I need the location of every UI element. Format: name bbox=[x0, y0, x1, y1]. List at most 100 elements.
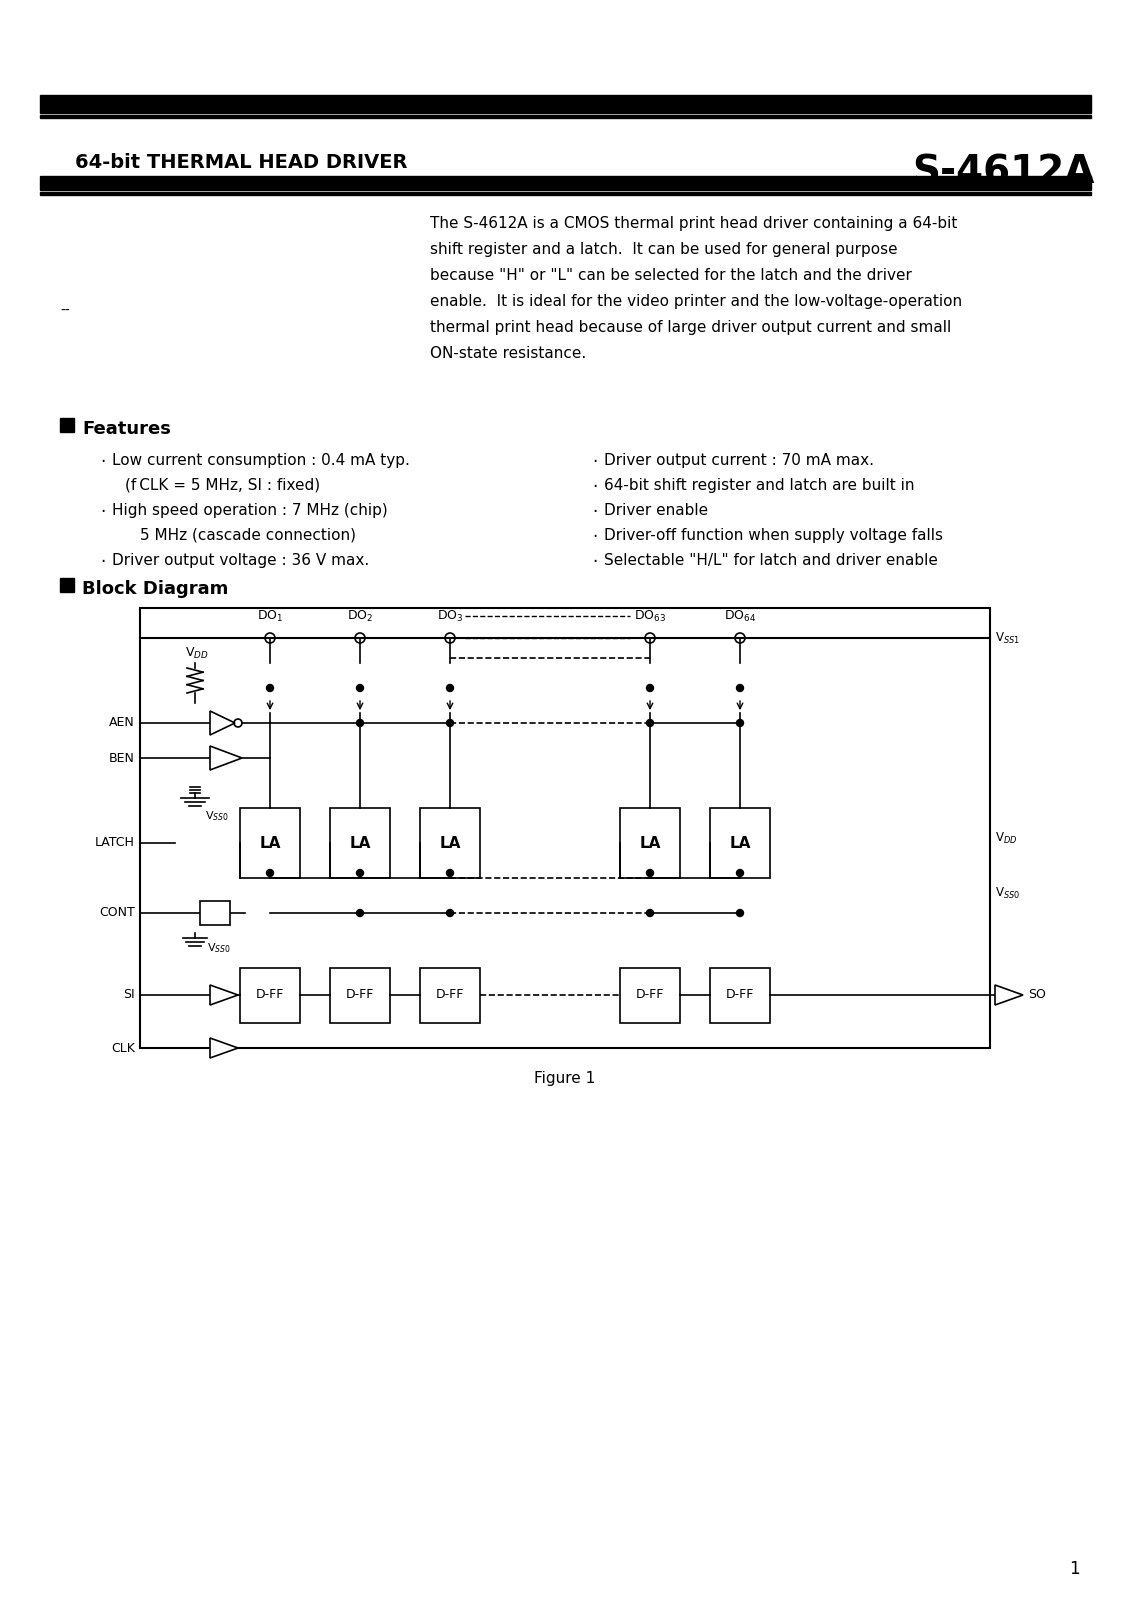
Bar bbox=[710, 808, 770, 878]
Text: V$_{SS1}$: V$_{SS1}$ bbox=[995, 630, 1020, 645]
Circle shape bbox=[736, 720, 743, 726]
Bar bbox=[140, 608, 990, 1048]
Text: Driver-off function when supply voltage falls: Driver-off function when supply voltage … bbox=[604, 528, 943, 542]
Text: ·: · bbox=[100, 502, 105, 522]
Text: LA: LA bbox=[349, 835, 371, 851]
Bar bbox=[330, 968, 390, 1022]
Text: D-FF: D-FF bbox=[636, 989, 664, 1002]
Text: ·: · bbox=[592, 478, 597, 496]
Text: shift register and a latch.  It can be used for general purpose: shift register and a latch. It can be us… bbox=[430, 242, 898, 258]
Polygon shape bbox=[210, 1038, 238, 1058]
Text: DO$_{63}$: DO$_{63}$ bbox=[634, 608, 666, 624]
Polygon shape bbox=[210, 986, 238, 1005]
Circle shape bbox=[736, 909, 743, 917]
Circle shape bbox=[447, 909, 454, 917]
Bar bbox=[40, 94, 1091, 114]
Text: DO$_3$: DO$_3$ bbox=[437, 608, 464, 624]
Circle shape bbox=[356, 685, 363, 691]
Text: V$_{SS0}$: V$_{SS0}$ bbox=[995, 885, 1020, 901]
Polygon shape bbox=[210, 710, 235, 734]
Text: D-FF: D-FF bbox=[726, 989, 754, 1002]
Text: V$_{SS0}$: V$_{SS0}$ bbox=[207, 941, 231, 955]
Text: SO: SO bbox=[1028, 989, 1046, 1002]
Circle shape bbox=[647, 720, 654, 726]
Text: Driver output current : 70 mA max.: Driver output current : 70 mA max. bbox=[604, 453, 874, 467]
Text: V$_{DD}$: V$_{DD}$ bbox=[995, 830, 1018, 845]
Text: thermal print head because of large driver output current and small: thermal print head because of large driv… bbox=[430, 320, 951, 334]
Text: CONT: CONT bbox=[100, 907, 135, 920]
Text: Figure 1: Figure 1 bbox=[534, 1070, 596, 1085]
Polygon shape bbox=[210, 746, 242, 770]
Text: D-FF: D-FF bbox=[346, 989, 374, 1002]
Circle shape bbox=[447, 869, 454, 877]
Circle shape bbox=[647, 685, 654, 691]
Text: BEN: BEN bbox=[109, 752, 135, 765]
Text: LA: LA bbox=[639, 835, 661, 851]
Text: D-FF: D-FF bbox=[256, 989, 284, 1002]
Bar bbox=[60, 578, 74, 592]
Text: Driver enable: Driver enable bbox=[604, 502, 708, 518]
Text: ·: · bbox=[592, 453, 597, 470]
Bar bbox=[60, 418, 74, 432]
Text: AEN: AEN bbox=[110, 717, 135, 730]
Circle shape bbox=[736, 685, 743, 691]
Text: --: -- bbox=[60, 304, 70, 318]
Text: Low current consumption : 0.4 mA typ.: Low current consumption : 0.4 mA typ. bbox=[112, 453, 409, 467]
Text: LA: LA bbox=[439, 835, 460, 851]
Bar bbox=[240, 968, 300, 1022]
Text: ·: · bbox=[592, 554, 597, 571]
Text: LATCH: LATCH bbox=[95, 837, 135, 850]
Text: 5 MHz (cascade connection): 5 MHz (cascade connection) bbox=[140, 528, 356, 542]
Bar bbox=[420, 968, 480, 1022]
Text: ·: · bbox=[100, 554, 105, 571]
Circle shape bbox=[647, 909, 654, 917]
Bar bbox=[710, 968, 770, 1022]
Text: DO$_2$: DO$_2$ bbox=[347, 608, 373, 624]
Circle shape bbox=[267, 869, 274, 877]
Text: ·: · bbox=[592, 502, 597, 522]
Bar bbox=[330, 808, 390, 878]
Bar bbox=[240, 808, 300, 878]
Text: (f CLK = 5 MHz, SI : fixed): (f CLK = 5 MHz, SI : fixed) bbox=[126, 478, 320, 493]
Bar bbox=[40, 192, 1091, 195]
Bar bbox=[620, 808, 680, 878]
Text: because "H" or "L" can be selected for the latch and the driver: because "H" or "L" can be selected for t… bbox=[430, 267, 912, 283]
Text: High speed operation : 7 MHz (chip): High speed operation : 7 MHz (chip) bbox=[112, 502, 388, 518]
Text: V$_{DD}$: V$_{DD}$ bbox=[185, 645, 209, 661]
Circle shape bbox=[647, 869, 654, 877]
Text: Selectable "H/L" for latch and driver enable: Selectable "H/L" for latch and driver en… bbox=[604, 554, 938, 568]
Text: LA: LA bbox=[259, 835, 280, 851]
Circle shape bbox=[356, 869, 363, 877]
Circle shape bbox=[736, 869, 743, 877]
Text: S-4612A: S-4612A bbox=[913, 154, 1095, 190]
Bar bbox=[40, 176, 1091, 190]
Text: Block Diagram: Block Diagram bbox=[83, 579, 228, 598]
Text: The S-4612A is a CMOS thermal print head driver containing a 64-bit: The S-4612A is a CMOS thermal print head… bbox=[430, 216, 957, 230]
Bar bbox=[40, 115, 1091, 118]
Bar bbox=[200, 901, 230, 925]
Circle shape bbox=[267, 685, 274, 691]
Text: CLK: CLK bbox=[111, 1042, 135, 1054]
Circle shape bbox=[356, 720, 363, 726]
Text: 64-bit THERMAL HEAD DRIVER: 64-bit THERMAL HEAD DRIVER bbox=[75, 154, 407, 171]
Bar bbox=[420, 808, 480, 878]
Text: 1: 1 bbox=[1070, 1560, 1080, 1578]
Text: Driver output voltage : 36 V max.: Driver output voltage : 36 V max. bbox=[112, 554, 369, 568]
Text: LA: LA bbox=[729, 835, 751, 851]
Text: DO$_1$: DO$_1$ bbox=[257, 608, 283, 624]
Text: 64-bit shift register and latch are built in: 64-bit shift register and latch are buil… bbox=[604, 478, 915, 493]
Text: D-FF: D-FF bbox=[435, 989, 464, 1002]
Text: ON-state resistance.: ON-state resistance. bbox=[430, 346, 586, 362]
Bar bbox=[620, 968, 680, 1022]
Circle shape bbox=[447, 685, 454, 691]
Text: ·: · bbox=[100, 453, 105, 470]
Text: V$_{SS0}$: V$_{SS0}$ bbox=[205, 810, 228, 822]
Polygon shape bbox=[995, 986, 1024, 1005]
Text: enable.  It is ideal for the video printer and the low-voltage-operation: enable. It is ideal for the video printe… bbox=[430, 294, 962, 309]
Circle shape bbox=[356, 909, 363, 917]
Text: DO$_{64}$: DO$_{64}$ bbox=[724, 608, 756, 624]
Text: ·: · bbox=[592, 528, 597, 546]
Text: Features: Features bbox=[83, 419, 171, 438]
Circle shape bbox=[447, 720, 454, 726]
Text: SI: SI bbox=[123, 989, 135, 1002]
